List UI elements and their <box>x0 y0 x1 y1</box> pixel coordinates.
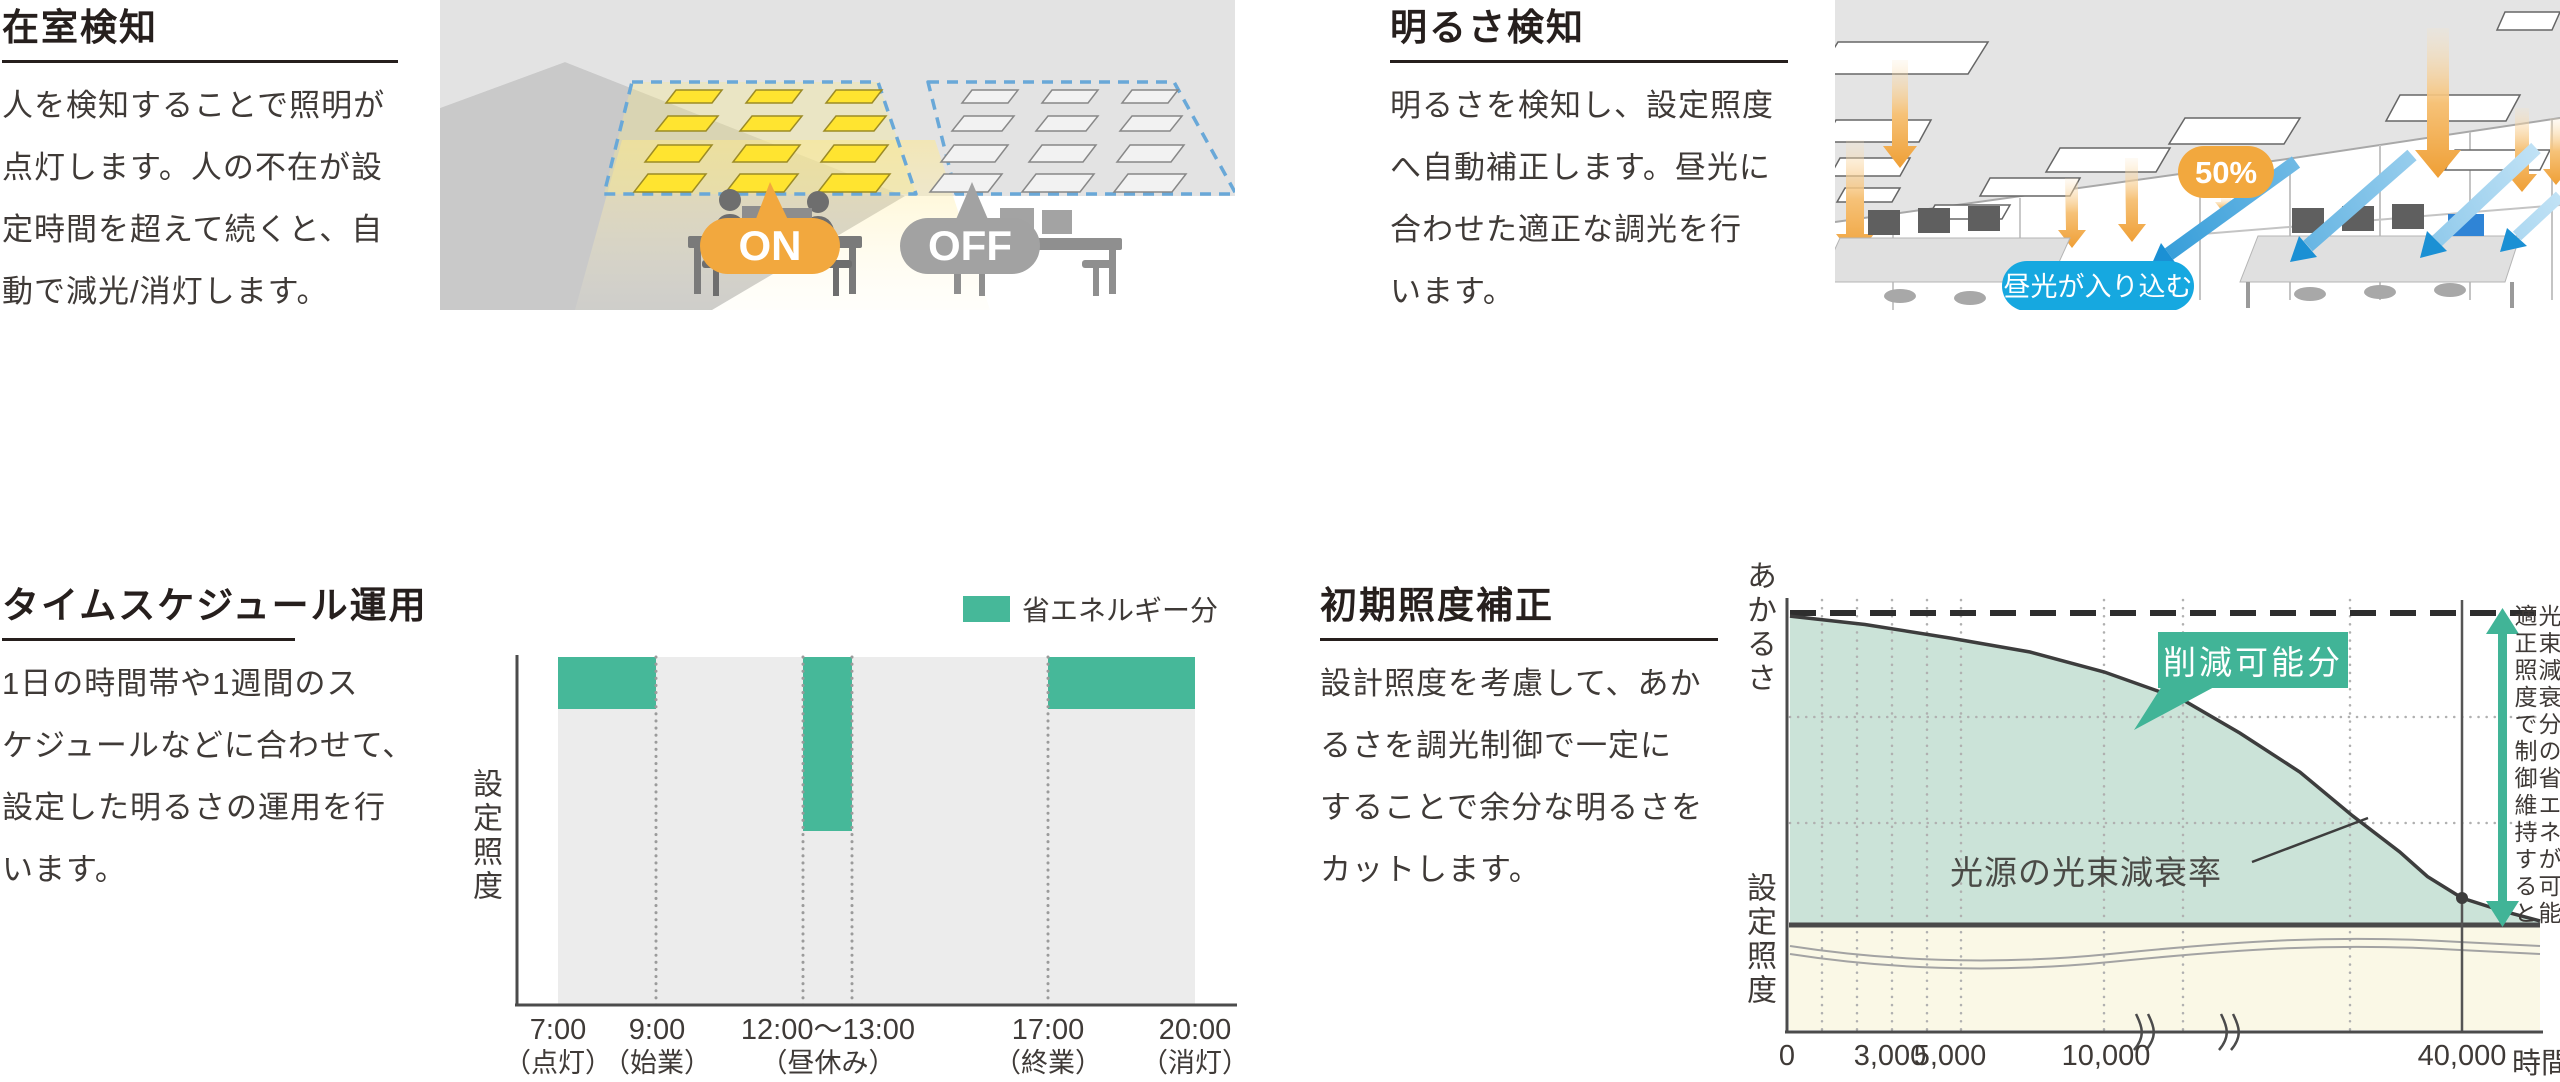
off-badge: OFF <box>900 182 1040 274</box>
title-rule <box>1390 60 1788 63</box>
decay-curve <box>1789 614 2541 923</box>
section-title: 在室検知 <box>2 7 158 48</box>
set-level-band <box>1789 927 2540 1030</box>
title-rule <box>2 60 398 63</box>
x-tick: 7:00 （点灯） <box>504 1014 612 1078</box>
daylight-badge: 昼光が入り込む <box>2002 261 2194 310</box>
decay-rate-label: 光源の光束減衰率 <box>1950 854 2222 891</box>
curve-marker-dot <box>2456 892 2468 905</box>
brightness-illustration: 50% 昼光が入り込む <box>1835 0 2560 310</box>
decay-chart <box>1785 598 2543 1051</box>
legend-swatch <box>963 596 1010 622</box>
fifty-percent-badge: 50% <box>2178 146 2274 198</box>
on-label: ON <box>739 222 802 269</box>
section-title: 明るさ検知 <box>1390 7 1585 48</box>
off-label: OFF <box>928 222 1012 269</box>
section-body: 設計照度を考慮して、あか るさを調光制御で一定に することで余分な明るさを カッ… <box>1320 666 1704 887</box>
section-brightness-detection: 明るさ検知 明るさを検知し、設定照度 へ自動補正します。昼光に 合わせた適正な調… <box>1390 6 1810 323</box>
section-body: 明るさを検知し、設定照度 へ自動補正します。昼光に 合わせた適正な調光を行 いま… <box>1390 88 1774 309</box>
savings-double-arrow <box>2486 608 2519 927</box>
section-time-schedule: タイムスケジュール運用 1日の時間帯や1週間のス ケジュールなどに合わせて、 設… <box>2 584 428 901</box>
schedule-y-axis-label: 設定照度 <box>468 768 501 904</box>
wavy-lines <box>1789 937 2541 970</box>
section-body: 1日の時間帯や1週間のス ケジュールなどに合わせて、 設定した明るさの運用を行 … <box>2 666 415 887</box>
schedule-chart <box>515 655 1237 1007</box>
decay-y-axis-label-setlevel: 設定照度 <box>1742 872 1775 1008</box>
section-title: タイムスケジュール運用 <box>2 585 428 626</box>
decay-axes <box>1785 598 2543 1034</box>
off-lights-group <box>926 80 1235 196</box>
schedule-bars <box>558 657 1195 1005</box>
x-axis-unit: 時間 <box>2512 1048 2560 1080</box>
x-tick: 3,000 <box>1853 1040 1927 1072</box>
schedule-axes <box>515 655 1237 1007</box>
x-tick: 5,000 <box>1913 1040 1987 1072</box>
section-title: 初期照度補正 <box>1320 585 1554 626</box>
x-tick: 12:00〜13:00 （昼休み） <box>740 1014 916 1078</box>
ceiling-edge <box>1835 117 2560 223</box>
on-badge: ON <box>700 182 840 274</box>
ceiling <box>1835 0 2560 222</box>
side-note-line2: 光束減衰分の省エネが可能 <box>2535 604 2560 928</box>
x-tick: 0 <box>1778 1040 1796 1072</box>
daylight-arrows <box>2150 142 2560 268</box>
axis-break-marks <box>2133 1013 2240 1051</box>
x-tick: 20:00 （消灯） <box>1141 1014 1249 1078</box>
x-tick: 40,000 <box>2417 1040 2507 1072</box>
savings-area <box>1790 616 2540 925</box>
schedule-legend: 省エネルギー分 <box>963 589 1218 629</box>
title-rule <box>2 638 295 641</box>
reduction-badge-tail <box>2134 686 2216 730</box>
legend-label: 省エネルギー分 <box>1022 595 1219 626</box>
occupancy-illustration: ON OFF <box>440 0 1235 310</box>
x-tick: 17:00 （終業） <box>994 1014 1102 1078</box>
schedule-boundary-lines <box>654 655 1050 1007</box>
fifty-percent-label: 50% <box>2195 155 2257 190</box>
white-lamps <box>928 89 1188 193</box>
section-body: 人を検知することで照明が 点灯します。人の不在が設 定時間を超えて続くと、自 動… <box>2 88 386 309</box>
yellow-lamps <box>632 89 892 193</box>
title-rule <box>1320 638 1718 641</box>
section-initial-illuminance: 初期照度補正 設計照度を考慮して、あか るさを調光制御で一定に することで余分な… <box>1320 584 1740 901</box>
section-occupancy-detection: 在室検知 人を検知することで照明が 点灯します。人の不在が設 定時間を超えて続く… <box>2 6 422 323</box>
side-note-line1: 適正照度で制御維持すると <box>2511 604 2537 928</box>
decay-leader-line <box>2251 816 2369 864</box>
x-tick: 9:00 （始業） <box>603 1014 711 1078</box>
reduction-badge: 削減可能分 <box>2158 632 2348 688</box>
x-tick: 10,000 <box>2061 1040 2151 1072</box>
on-lights-group <box>602 80 918 196</box>
daylight-label: 昼光が入り込む <box>2004 272 2193 302</box>
decay-y-axis-label-brightness: あかるさ <box>1742 560 1775 696</box>
